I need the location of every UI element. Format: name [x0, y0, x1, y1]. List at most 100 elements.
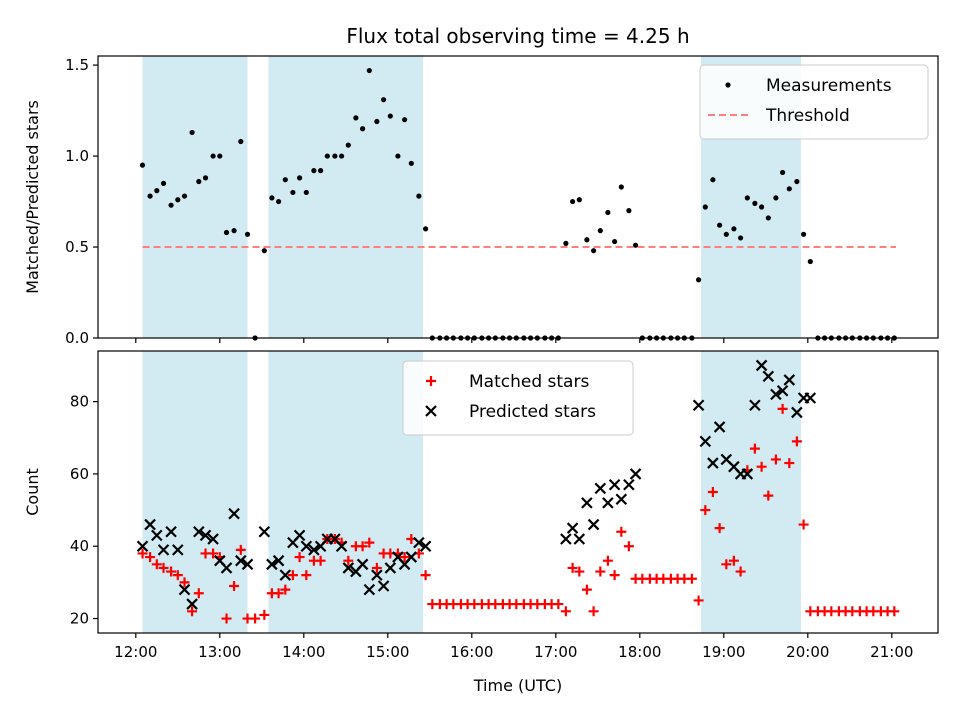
data-point [591, 248, 597, 254]
data-point [231, 228, 237, 234]
data-point [297, 175, 303, 181]
data-point [172, 570, 183, 581]
count-panel-x-ticks: 12:00 13:00 14:00 15:00 16:00 17:00 18:00 19:00… [114, 633, 913, 661]
data-point [777, 403, 788, 414]
data-point [384, 562, 397, 574]
chart-title: Flux total observing time = 4.25 h [346, 24, 689, 48]
x-tick-label: 17:00 [534, 643, 577, 661]
data-point [723, 231, 729, 237]
data-point [783, 374, 796, 386]
data-point [172, 544, 184, 556]
count-panel-y-ticks: 20 40 60 80 [70, 393, 98, 628]
data-point [576, 197, 582, 203]
data-point [147, 193, 153, 199]
x-tick-label: 19:00 [702, 643, 745, 661]
data-point [728, 555, 739, 566]
data-point [356, 558, 369, 571]
data-point [597, 228, 603, 234]
data-point [626, 208, 632, 214]
data-point [395, 153, 401, 159]
data-point [221, 613, 232, 624]
data-point [791, 406, 803, 419]
data-point [629, 468, 642, 480]
data-point [608, 478, 621, 491]
data-point [791, 436, 802, 447]
data-point [303, 189, 309, 196]
data-point [229, 581, 240, 591]
data-point [166, 566, 177, 577]
data-point [573, 533, 586, 545]
data-point [707, 487, 718, 497]
data-point [360, 126, 366, 132]
data-point [594, 482, 607, 495]
legend-box [402, 360, 634, 436]
data-point [241, 558, 254, 571]
data-point [339, 153, 345, 159]
data-point [357, 541, 368, 552]
data-point [151, 559, 162, 570]
data-point [595, 566, 606, 577]
data-point [371, 569, 383, 581]
data-point [804, 392, 817, 404]
y-tick-label: 40 [70, 537, 89, 555]
data-point [381, 97, 387, 103]
data-point [423, 226, 429, 232]
data-point [210, 153, 216, 159]
data-point [420, 570, 431, 581]
data-point [588, 606, 599, 617]
data-point [193, 588, 204, 599]
data-point [699, 435, 712, 448]
data-point [602, 555, 613, 566]
data-point [179, 577, 190, 588]
data-point [235, 544, 246, 555]
data-point [178, 583, 191, 596]
data-point [290, 189, 296, 196]
data-point [363, 583, 376, 596]
data-point [223, 229, 230, 236]
data-point [416, 193, 422, 199]
data-point [756, 461, 767, 472]
data-point [145, 552, 156, 563]
ratio-y-axis-label: Matched/Predicted stars [23, 100, 42, 294]
data-point [692, 399, 705, 412]
data-point [217, 153, 223, 159]
data-point [158, 562, 169, 573]
data-point [574, 566, 585, 577]
data-point [199, 529, 212, 542]
x-tick-label: 16:00 [450, 643, 493, 661]
legend-label: Matched stars [469, 372, 589, 392]
y-tick-label: 20 [70, 610, 89, 628]
count-legend: Matched stars Predicted stars [402, 360, 634, 436]
data-point [308, 544, 320, 556]
data-point [269, 195, 275, 201]
data-point [765, 215, 771, 221]
data-point [770, 454, 781, 465]
data-point [324, 153, 330, 159]
data-point [187, 606, 198, 617]
legend-marker [426, 376, 436, 386]
data-point [702, 204, 708, 210]
data-point [612, 238, 618, 245]
data-point [618, 184, 624, 190]
data-point [374, 118, 380, 125]
data-point [567, 562, 578, 573]
data-point [408, 160, 414, 166]
data-point [731, 226, 737, 232]
data-point [717, 222, 723, 228]
data-point [749, 443, 760, 454]
data-point [342, 562, 355, 574]
data-point [763, 490, 774, 501]
data-point [366, 67, 372, 74]
data-point [773, 195, 779, 201]
count-points [136, 359, 900, 624]
data-point [136, 540, 149, 553]
data-point [566, 522, 579, 534]
data-point [752, 200, 758, 206]
data-point [762, 370, 775, 383]
data-point [272, 554, 285, 567]
data-point [560, 533, 572, 545]
data-point [581, 497, 593, 509]
data-point [786, 186, 792, 192]
y-tick-label: 60 [70, 465, 89, 483]
data-point [744, 195, 750, 201]
